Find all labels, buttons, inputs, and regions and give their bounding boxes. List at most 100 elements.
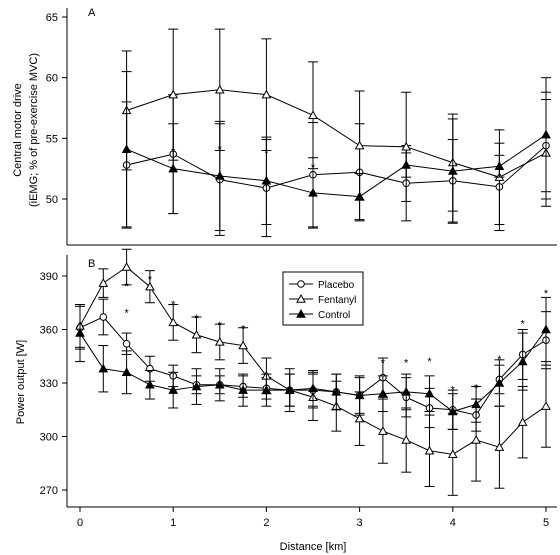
data-point <box>238 385 248 394</box>
panel-b-plot: * * * * * * * * * * * * * * * <box>75 248 551 496</box>
panel-a-ticks: 50 55 60 65 <box>46 12 67 206</box>
data-point <box>168 89 179 99</box>
data-point <box>447 166 458 175</box>
panel-a-ylabel: Central motor drive <box>12 83 24 177</box>
y-tick-label: 60 <box>46 73 58 85</box>
significance-marker: * <box>218 144 223 156</box>
data-point <box>401 435 412 444</box>
panel-b: B Power output [W] Distance [km] 270 300 3… <box>15 248 557 553</box>
significance-marker: * <box>218 320 223 332</box>
data-point <box>308 383 318 393</box>
legend-marker <box>296 308 306 318</box>
data-point <box>191 329 202 339</box>
data-point <box>424 445 435 455</box>
x-tick-label: 1 <box>170 517 176 529</box>
data-point <box>168 163 179 173</box>
significance-marker: * <box>148 274 153 286</box>
significance-marker: * <box>264 148 269 160</box>
y-tick-label: 360 <box>40 325 58 337</box>
data-point <box>541 401 551 410</box>
data-point <box>238 340 248 350</box>
data-point <box>214 170 225 180</box>
data-point <box>378 388 388 398</box>
data-point <box>214 84 225 94</box>
data-point <box>378 426 388 435</box>
series-control <box>75 296 551 430</box>
panel-b-ticks: 270 300 330 360 390 0 1 2 3 4 5 <box>40 271 549 529</box>
series-line <box>126 134 547 198</box>
data-point <box>308 187 318 197</box>
series-line <box>126 89 547 178</box>
data-point <box>401 386 412 396</box>
significance-marker: * <box>427 356 432 368</box>
significance-marker: * <box>171 299 176 311</box>
y-tick-label: 55 <box>46 133 58 145</box>
data-point <box>261 175 272 185</box>
significance-marker: * <box>544 288 549 300</box>
data-point <box>121 367 132 376</box>
significance-marker: * <box>311 162 316 174</box>
legend-label: Fentanyl <box>318 295 356 306</box>
panel-a: A Central motor drive (iEMG; % of pre-ex… <box>12 7 557 246</box>
significance-marker: * <box>124 308 129 320</box>
data-point <box>121 262 132 271</box>
significance-marker: * <box>521 318 526 330</box>
data-point <box>541 129 551 139</box>
significance-marker: * <box>241 324 246 336</box>
legend-marker <box>297 280 305 288</box>
data-point <box>121 144 132 153</box>
data-point <box>494 377 505 387</box>
y-tick-label: 330 <box>40 378 58 390</box>
significance-marker: * <box>404 358 409 370</box>
data-point <box>261 89 272 99</box>
legend-marker <box>296 293 306 303</box>
data-point <box>122 339 131 348</box>
significance-marker: * <box>194 313 199 325</box>
data-point <box>308 110 318 119</box>
data-point <box>168 385 179 394</box>
data-point <box>447 406 458 416</box>
panel-a-ylabel2: (iEMG; % of pre-exercise MVC) <box>28 53 40 207</box>
panel-b-label: B <box>88 258 95 270</box>
data-point <box>145 281 155 291</box>
data-point <box>354 140 365 150</box>
series-line <box>126 145 547 189</box>
data-point <box>471 399 481 409</box>
y-tick-label: 390 <box>40 271 58 283</box>
data-point <box>517 356 528 366</box>
significance-marker: * <box>474 383 479 395</box>
significance-marker: * <box>381 358 386 370</box>
x-tick-label: 4 <box>450 517 456 529</box>
data-point <box>284 385 295 394</box>
data-point <box>191 381 202 391</box>
significance-marker: * <box>451 384 456 396</box>
data-point <box>214 336 225 346</box>
data-point <box>214 379 225 389</box>
data-point <box>401 159 412 169</box>
x-tick-label: 3 <box>357 517 363 529</box>
data-point <box>354 191 365 201</box>
data-point <box>354 390 365 400</box>
panel-a-plot: * * * * <box>121 28 551 238</box>
panel-b-ylabel: Power output [W] <box>15 340 27 424</box>
x-tick-label: 5 <box>543 517 549 529</box>
significance-marker: * <box>124 281 129 293</box>
x-tick-label: 0 <box>77 517 83 529</box>
data-point <box>261 385 272 394</box>
x-tick-label: 2 <box>263 517 269 529</box>
y-tick-label: 50 <box>46 194 58 206</box>
data-point <box>424 388 435 398</box>
data-point <box>145 379 155 389</box>
legend-items: Placebo Fentanyl Control <box>289 280 356 321</box>
panel-b-xlabel: Distance [km] <box>280 541 347 553</box>
data-point <box>75 328 85 337</box>
data-point <box>447 449 458 459</box>
data-point <box>98 363 109 373</box>
legend: Placebo Fentanyl Control <box>282 271 364 326</box>
legend-label: Control <box>318 310 350 321</box>
y-tick-label: 300 <box>40 432 58 444</box>
data-point <box>401 141 412 151</box>
data-point <box>98 278 109 287</box>
data-point <box>517 417 528 426</box>
